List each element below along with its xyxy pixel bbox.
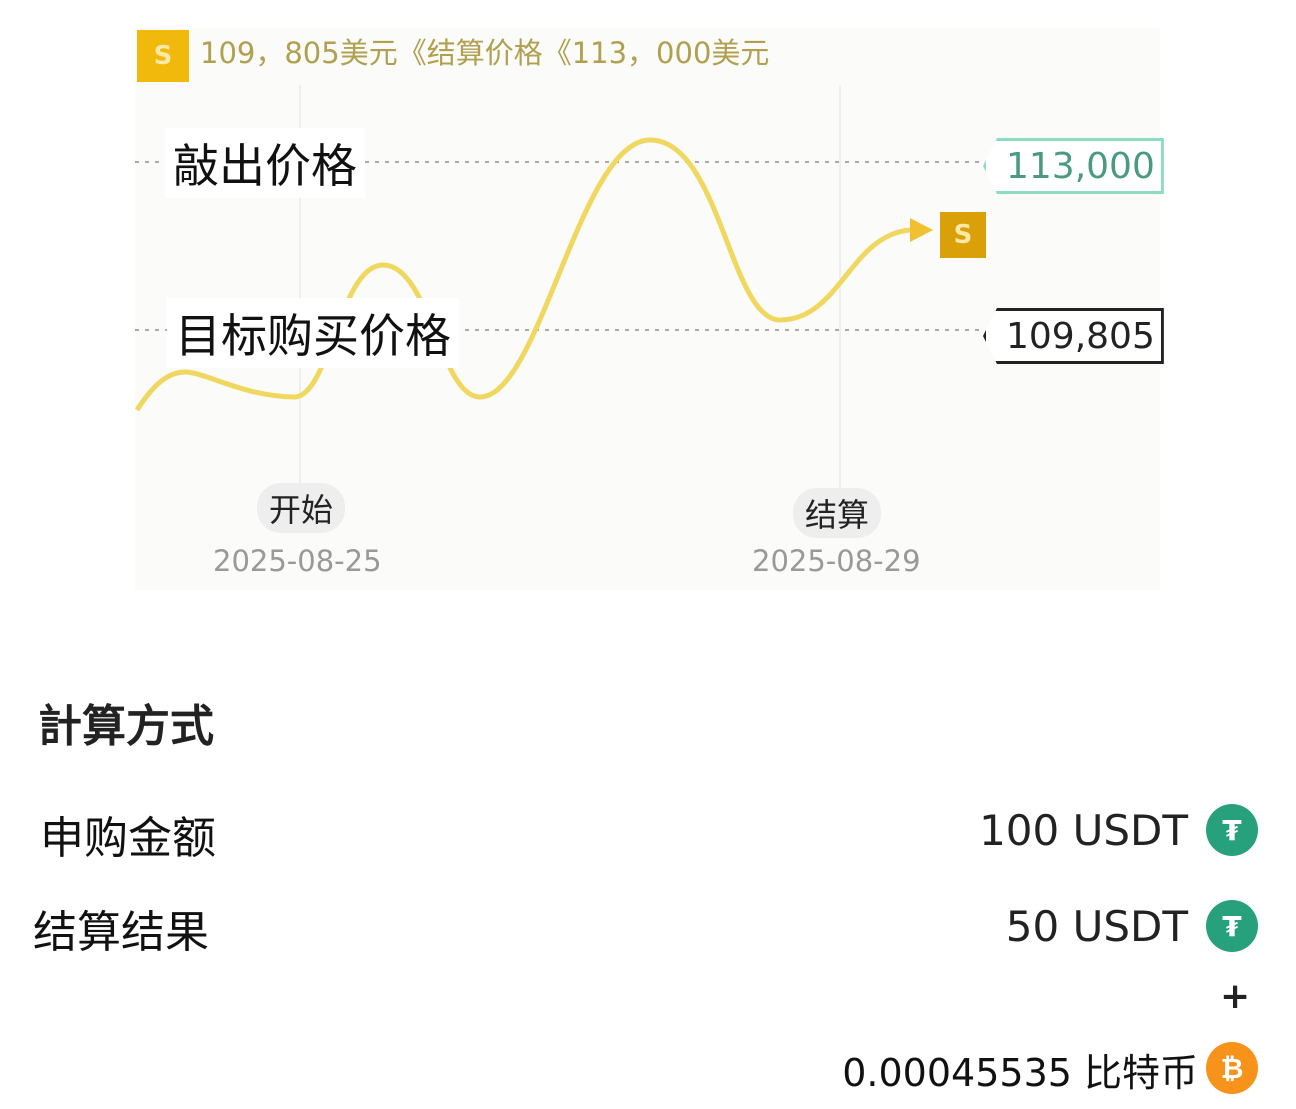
settlement-result-value: 50 USDT	[1005, 902, 1188, 951]
usdt-icon: ₮	[1206, 900, 1258, 952]
usdt-icon: ₮	[1206, 804, 1258, 856]
knockout-label: 敲出价格	[165, 128, 365, 198]
bitcoin-icon: ₿	[1206, 1042, 1258, 1094]
subscribe-amount-value: 100 USDT	[979, 806, 1188, 855]
plus-sign: +	[1220, 976, 1251, 1017]
start-date: 2025-08-25	[213, 544, 382, 578]
settle-marker: S	[940, 212, 986, 258]
target-label: 目标购买价格	[167, 298, 459, 368]
price-chart: S 敲出价格 目标购买价格 113,000 109,805 S 开始 2025-…	[135, 28, 1164, 590]
knockout-value-tag: 113,000	[983, 138, 1164, 194]
start-label: 开始	[257, 483, 346, 533]
calc-title: 計算方式	[38, 701, 214, 752]
settle-date: 2025-08-29	[752, 544, 921, 578]
subscribe-amount-label: 申购金额	[40, 813, 216, 864]
header-badge: S	[137, 30, 189, 82]
target-value-tag: 109,805	[983, 308, 1164, 364]
arrow-head	[910, 218, 933, 242]
settle-label: 结算	[793, 488, 882, 538]
price-curve	[135, 137, 911, 412]
header-text: 109，805美元《结算价格《113，000美元	[200, 36, 770, 70]
btc-value: 0.00045535 比特币	[842, 1051, 1198, 1095]
settlement-result-label: 结算结果	[33, 907, 209, 958]
